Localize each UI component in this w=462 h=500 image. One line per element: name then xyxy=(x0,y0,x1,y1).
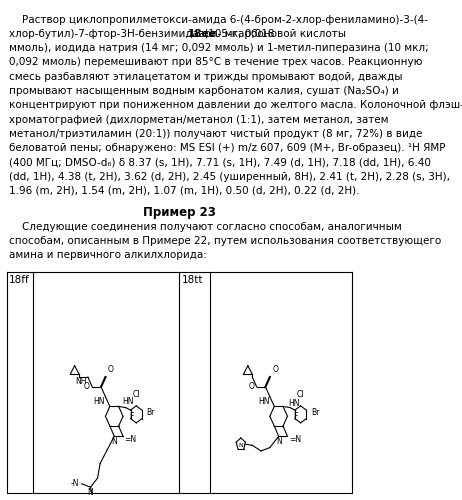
Text: Cl: Cl xyxy=(133,390,140,399)
Text: -N: -N xyxy=(70,480,79,488)
Text: смесь разбавляют этилацетатом и трижды промывают водой, дважды: смесь разбавляют этилацетатом и трижды п… xyxy=(9,72,402,82)
Text: (10 мг; 0,018: (10 мг; 0,018 xyxy=(201,29,274,39)
Text: амина и первичного алкилхлорида:: амина и первичного алкилхлорида: xyxy=(9,250,207,260)
Text: Следующие соединения получают согласно способам, аналогичным: Следующие соединения получают согласно с… xyxy=(9,222,401,232)
Text: O: O xyxy=(108,365,114,374)
Text: 1.96 (m, 2H), 1.54 (m, 2H), 1.07 (m, 1H), 0.50 (d, 2H), 0.22 (d, 2H).: 1.96 (m, 2H), 1.54 (m, 2H), 1.07 (m, 1H)… xyxy=(9,186,359,196)
Text: (400 МГц; DMSO-d₆) δ 8.37 (s, 1H), 7.71 (s, 1H), 7.49 (d, 1H), 7.18 (dd, 1H), 6.: (400 МГц; DMSO-d₆) δ 8.37 (s, 1H), 7.71 … xyxy=(9,158,431,168)
Text: способам, описанным в Примере 22, путем использования соответствующего: способам, описанным в Примере 22, путем … xyxy=(9,236,441,246)
Text: O: O xyxy=(84,382,90,392)
Text: N: N xyxy=(238,442,243,448)
Text: N: N xyxy=(88,488,93,496)
Text: беловатой пены; обнаружено: MS ESI (+) m/z 607, 609 (М+, Br-образец). ¹H ЯМР: беловатой пены; обнаружено: MS ESI (+) m… xyxy=(9,143,445,153)
Text: 18ee: 18ee xyxy=(188,29,217,39)
Text: Раствор циклопропилметокси-амида 6-(4-бром-2-хлор-фениламино)-3-(4-: Раствор циклопропилметокси-амида 6-(4-бр… xyxy=(9,14,428,24)
Text: NH: NH xyxy=(75,378,86,386)
Text: 18tt: 18tt xyxy=(182,276,203,285)
Text: =N: =N xyxy=(289,434,301,444)
Text: концентрируют при пониженном давлении до желтого масла. Колоночной флэш-: концентрируют при пониженном давлении до… xyxy=(9,100,462,110)
Text: 18ff: 18ff xyxy=(9,276,30,285)
Text: N: N xyxy=(276,436,281,446)
Text: =N: =N xyxy=(125,434,137,444)
Text: F: F xyxy=(129,412,134,420)
Text: (dd, 1H), 4.38 (t, 2H), 3.62 (d, 2H), 2.45 (уширенный, 8H), 2.41 (t, 2H), 2.28 (: (dd, 1H), 4.38 (t, 2H), 3.62 (d, 2H), 2.… xyxy=(9,172,450,181)
Text: хроматографией (дихлорметан/метанол (1:1), затем метанол, затем: хроматографией (дихлорметан/метанол (1:1… xyxy=(9,114,389,124)
Text: Cl: Cl xyxy=(297,390,304,399)
Text: хлор-бутил)-7-фтор-3Н-бензимидазол-5-карбоновой кислоты: хлор-бутил)-7-фтор-3Н-бензимидазол-5-кар… xyxy=(9,29,349,39)
Text: Br: Br xyxy=(311,408,319,416)
Text: F: F xyxy=(293,412,298,420)
Text: HN: HN xyxy=(258,397,270,406)
Text: метанол/триэтиламин (20:1)) получают чистый продукт (8 мг, 72%) в виде: метанол/триэтиламин (20:1)) получают чис… xyxy=(9,129,422,139)
Text: промывают насыщенным водным карбонатом калия, сушат (Na₂SO₄) и: промывают насыщенным водным карбонатом к… xyxy=(9,86,399,96)
Text: N: N xyxy=(111,436,117,446)
Text: HN: HN xyxy=(93,397,104,406)
Text: ммоль), иодида натрия (14 мг; 0,092 ммоль) и 1-метил-пиперазина (10 мкл;: ммоль), иодида натрия (14 мг; 0,092 ммол… xyxy=(9,43,429,53)
Text: HN: HN xyxy=(288,398,299,407)
Text: O: O xyxy=(249,382,255,392)
Text: O: O xyxy=(272,365,278,374)
Text: Пример 23: Пример 23 xyxy=(143,206,216,219)
Text: HN: HN xyxy=(122,397,134,406)
Text: 0,092 ммоль) перемешивают при 85°С в течение трех часов. Реакционную: 0,092 ммоль) перемешивают при 85°С в теч… xyxy=(9,58,422,68)
Text: Br: Br xyxy=(146,408,155,416)
